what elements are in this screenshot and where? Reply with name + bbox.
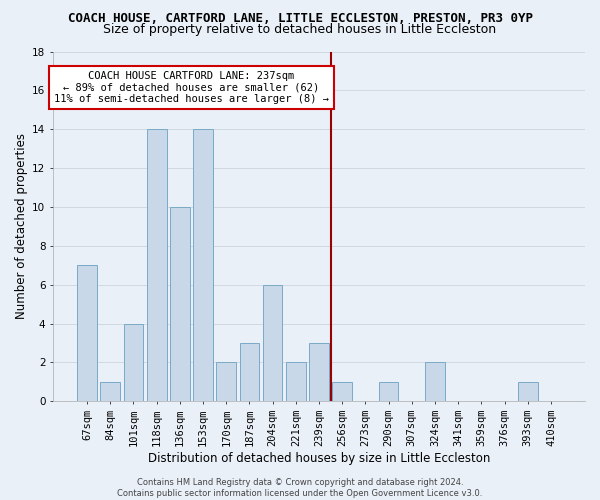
Bar — [77, 266, 97, 402]
Bar — [217, 362, 236, 402]
Bar — [425, 362, 445, 402]
Bar — [379, 382, 398, 402]
Text: COACH HOUSE CARTFORD LANE: 237sqm
← 89% of detached houses are smaller (62)
11% : COACH HOUSE CARTFORD LANE: 237sqm ← 89% … — [54, 71, 329, 104]
Bar — [286, 362, 305, 402]
Text: Size of property relative to detached houses in Little Eccleston: Size of property relative to detached ho… — [103, 22, 497, 36]
Bar — [124, 324, 143, 402]
Text: COACH HOUSE, CARTFORD LANE, LITTLE ECCLESTON, PRESTON, PR3 0YP: COACH HOUSE, CARTFORD LANE, LITTLE ECCLE… — [67, 12, 533, 26]
Bar — [239, 343, 259, 402]
Bar — [100, 382, 120, 402]
Bar — [147, 129, 167, 402]
X-axis label: Distribution of detached houses by size in Little Eccleston: Distribution of detached houses by size … — [148, 452, 490, 465]
Bar — [263, 284, 283, 402]
Y-axis label: Number of detached properties: Number of detached properties — [15, 134, 28, 320]
Bar — [193, 129, 213, 402]
Text: Contains HM Land Registry data © Crown copyright and database right 2024.
Contai: Contains HM Land Registry data © Crown c… — [118, 478, 482, 498]
Bar — [332, 382, 352, 402]
Bar — [518, 382, 538, 402]
Bar — [170, 207, 190, 402]
Bar — [309, 343, 329, 402]
